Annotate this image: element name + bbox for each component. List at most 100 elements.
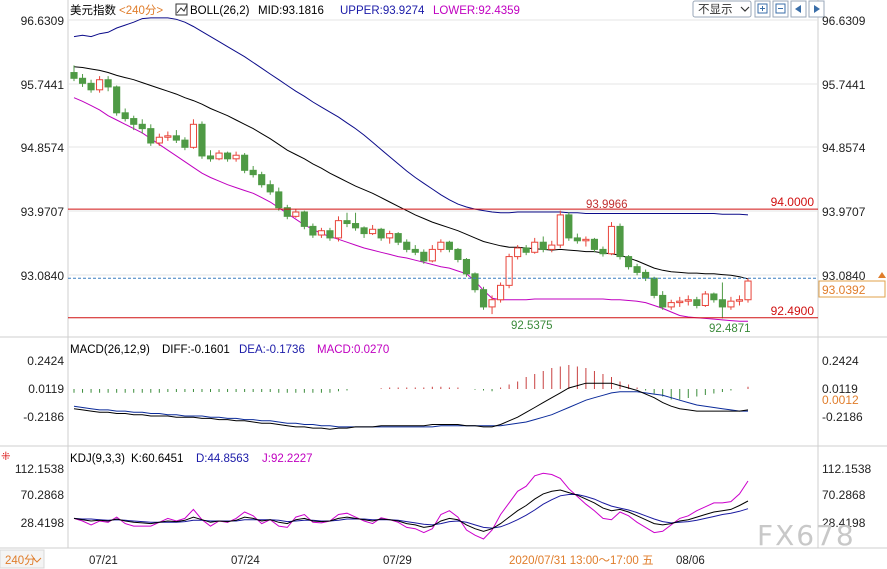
candle-body: [241, 154, 249, 171]
boll-lower-line: [73, 97, 748, 322]
candle-body: [275, 191, 283, 209]
high-annotation: 93.9966: [586, 199, 628, 211]
macd-axis-right: 0.2424 0.0119 -0.2186 0.0012: [822, 354, 863, 424]
candle-body: [462, 258, 471, 275]
candle-body: [727, 300, 735, 308]
candle-body: [300, 211, 308, 227]
crosshair-time-label: 2020/07/31 13:00～17:00 五: [509, 555, 654, 567]
kdj-j-line: [73, 472, 749, 540]
kdj-tick: 70.2868: [822, 488, 866, 502]
boll-upper-value: UPPER:93.9274: [340, 5, 425, 17]
kdj-k-line: [73, 489, 749, 532]
candle-body: [96, 79, 104, 91]
boll-bands: [73, 17, 749, 322]
price-axis-left: 96.6309 95.7441 94.8574 93.9707 93.0840: [21, 14, 65, 283]
candle-body: [744, 280, 752, 301]
price-tick: 95.7441: [21, 78, 65, 92]
arrow-left-icon: [795, 5, 801, 13]
price-tick: 96.6309: [822, 14, 866, 28]
kdj-tick: 112.1538: [15, 462, 64, 476]
price-axis-right: 96.6309 95.7441 94.8574 93.9707 93.0840: [822, 14, 866, 283]
candle-body: [411, 248, 419, 253]
kdj-plot: [73, 472, 749, 540]
chevron-down-icon: [32, 557, 42, 563]
boll-icon[interactable]: [175, 3, 188, 16]
candle-body: [642, 271, 650, 279]
macd-dea-line: [73, 391, 748, 428]
candle-body: [70, 72, 78, 79]
boll-name: BOLL(26,2): [190, 5, 250, 17]
candlesticks: [70, 65, 752, 319]
candle-body: [394, 233, 402, 243]
candle-body: [454, 248, 462, 260]
candle-body: [599, 248, 607, 255]
x-tick: 07/21: [89, 555, 118, 567]
candle-body: [514, 247, 522, 258]
candle-body: [360, 227, 368, 235]
boll-icon-glyph: [176, 4, 188, 14]
macd-plot: [73, 365, 749, 430]
boll-lower-value: LOWER:92.4359: [433, 5, 520, 17]
candle-body: [659, 294, 667, 308]
price-tick: 94.8574: [822, 141, 866, 155]
macd-tick: 0.0119: [28, 382, 64, 396]
candle-body: [420, 251, 428, 262]
candle-body: [266, 184, 274, 193]
candle-body: [497, 284, 505, 301]
x-tick: 07/24: [231, 555, 260, 567]
price-tick: 93.0840: [822, 269, 866, 283]
x-tick: 07/29: [383, 555, 412, 567]
hide-indicator-button[interactable]: 不显示: [692, 0, 752, 18]
period-button[interactable]: [0, 549, 45, 569]
price-tick: 93.9707: [822, 205, 866, 219]
price-tick: 93.9707: [21, 205, 65, 219]
candle-body: [548, 244, 556, 250]
boll-upper-line: [73, 17, 749, 216]
kdj-k-value: K:60.6451: [131, 453, 183, 465]
macd-tick: 0.0119: [822, 382, 858, 396]
x-axis: 240分 07/21 07/24 07/29 2020/07/31 13:00～…: [0, 549, 705, 569]
candle-body: [701, 293, 709, 306]
period-button-label: 240分: [5, 554, 36, 567]
symbol-label: 美元指数: [70, 3, 116, 17]
kdj-tick: 70.2868: [21, 488, 65, 502]
zoom-out-button[interactable]: [772, 0, 789, 18]
price-tick: 93.0840: [21, 269, 65, 283]
low-annotation: 92.5375: [511, 320, 553, 332]
candle-body: [138, 123, 146, 130]
macd-diff-line: [73, 382, 749, 430]
candle-body: [78, 77, 87, 84]
candle-body: [556, 214, 564, 246]
x-tick: 08/06: [676, 555, 705, 567]
candle-body: [155, 136, 163, 144]
arrow-right-icon: [814, 5, 820, 13]
candle-body: [428, 248, 436, 262]
zoom-in-button[interactable]: [754, 0, 771, 18]
hline-label-upper: 94.0000: [771, 195, 815, 209]
scroll-left-button[interactable]: [790, 0, 807, 18]
price-tick: 95.7441: [822, 78, 866, 92]
scroll-right-button[interactable]: [808, 0, 825, 18]
macd-dea-value: DEA:-0.1736: [239, 344, 305, 356]
kdj-axis-right: 112.1538 70.2868 28.4198: [822, 462, 871, 530]
candle-body: [573, 237, 581, 242]
candle-body: [198, 123, 206, 157]
candle-body: [531, 241, 539, 253]
candle-body: [121, 112, 129, 120]
low-annotation-recent: 92.4871: [709, 323, 751, 335]
candle-body: [87, 82, 95, 91]
candle-body: [249, 169, 257, 176]
candle-body: [326, 230, 334, 239]
zoom-in-icon: [757, 3, 768, 14]
price-tick: 94.8574: [21, 141, 65, 155]
macd-legend: MACD(26,12,9) DIFF:-0.1601 DEA:-0.1736 M…: [70, 344, 389, 356]
candle-body: [582, 238, 590, 242]
macd-axis-left: 0.2424 0.0119 -0.2186: [23, 354, 64, 424]
macd-current-value: 0.0012: [822, 393, 859, 407]
candle-body: [718, 299, 726, 308]
kdj-d-line: [73, 494, 749, 529]
candle-body: [181, 139, 189, 148]
cross-icon: ⁜: [1, 451, 11, 463]
